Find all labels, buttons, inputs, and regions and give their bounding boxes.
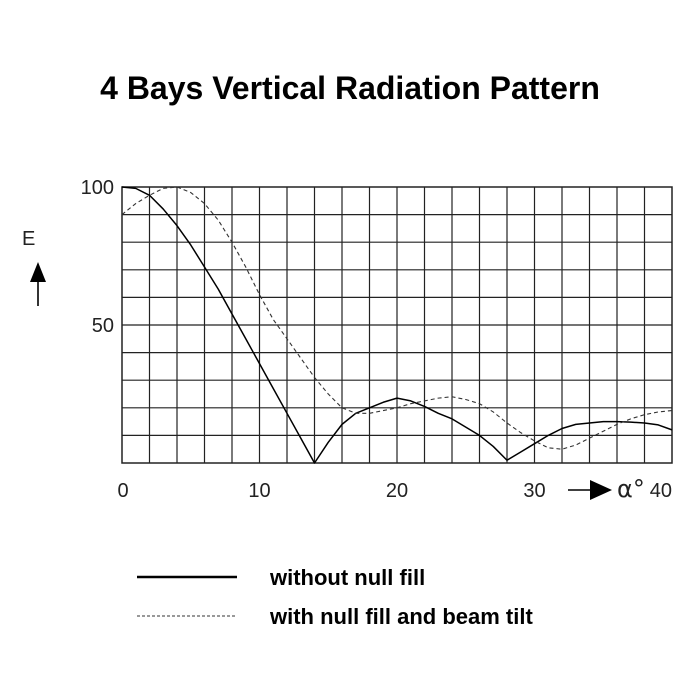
y-tick-label: 50 [92,315,114,337]
x-axis-symbol: α° [617,475,645,503]
y-tick-label: 100 [81,177,114,199]
legend-label-0: without null fill [269,565,425,590]
x-tick-label: 40 [650,480,672,502]
y-axis-arrow-icon [30,262,46,306]
chart-title: 4 Bays Vertical Radiation Pattern [100,70,600,106]
x-tick-label: 20 [386,480,408,502]
x-tick-label: 0 [117,480,128,502]
legend-label-1: with null fill and beam tilt [269,604,533,629]
series-layer [121,186,673,464]
series-line-1 [121,186,673,450]
x-axis-arrow-icon [568,480,612,500]
series-line-0 [121,186,673,464]
x-tick-label: 30 [523,480,545,502]
tick-layer: 0 10 20 30 40 50 100 [81,177,672,502]
y-axis-label: E [22,228,35,250]
plot-frame [121,186,673,464]
chart-grid [122,187,672,463]
legend: without null fill with null fill and bea… [137,565,533,629]
x-tick-label: 10 [248,480,270,502]
